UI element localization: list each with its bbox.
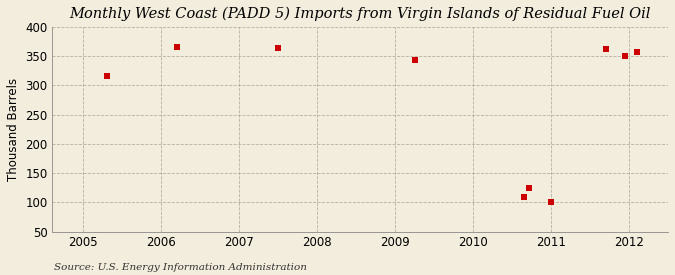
- Point: [524, 186, 535, 190]
- Point: [273, 46, 284, 51]
- Point: [518, 194, 529, 199]
- Point: [409, 58, 420, 62]
- Point: [101, 74, 112, 79]
- Point: [600, 47, 611, 51]
- Point: [171, 45, 182, 50]
- Y-axis label: Thousand Barrels: Thousand Barrels: [7, 78, 20, 181]
- Text: Source: U.S. Energy Information Administration: Source: U.S. Energy Information Administ…: [54, 263, 307, 272]
- Point: [545, 200, 556, 205]
- Point: [631, 50, 642, 54]
- Point: [620, 54, 630, 58]
- Title: Monthly West Coast (PADD 5) Imports from Virgin Islands of Residual Fuel Oil: Monthly West Coast (PADD 5) Imports from…: [70, 7, 651, 21]
